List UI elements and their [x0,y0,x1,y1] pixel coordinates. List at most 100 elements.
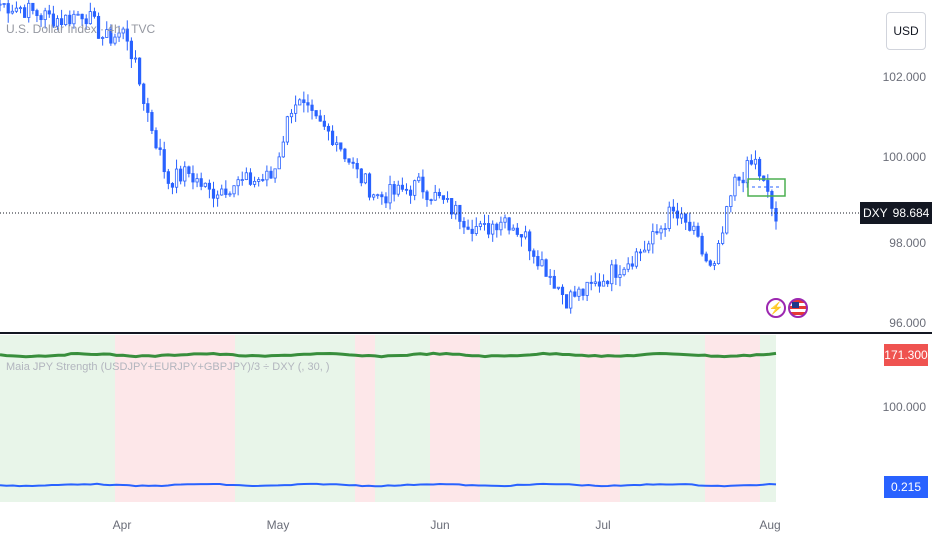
indicator-zone [580,335,620,502]
candle [166,168,170,190]
indicator-upper-badge: 171.300 [884,344,928,366]
candle [47,4,51,18]
candle [355,158,359,179]
candle [614,259,618,286]
candle [552,269,556,289]
candle [376,193,380,199]
candle [626,257,630,273]
candle [363,173,368,185]
candle [125,20,129,51]
candle [671,199,675,219]
candle [343,147,347,163]
price-tick: 96.000 [889,316,926,330]
candle [43,7,47,29]
candle [573,285,577,298]
candle [593,272,597,287]
candle [64,14,68,27]
indicator-label[interactable]: Maia JPY Strength (USDJPY+EURJPY+GBPJPY)… [6,361,330,373]
candle [68,10,72,27]
last-symbol-badge: DXY [860,202,891,224]
candle [634,248,639,269]
candle [606,279,610,287]
candle [741,171,745,193]
candle [400,177,404,192]
candle [712,260,717,271]
candle [39,13,43,27]
candle [257,177,261,187]
candle [339,142,343,152]
candle [183,161,187,187]
candle [651,223,655,254]
candle [236,176,240,196]
candle [655,224,659,235]
currency-button[interactable]: USD [886,12,926,50]
candle [429,198,433,205]
candle [737,176,741,187]
candle [544,258,548,277]
candle [240,171,244,186]
candle [133,50,138,63]
candle [109,24,113,46]
candle [450,198,454,219]
candle [392,180,396,202]
candle [359,168,363,187]
highlight-box [747,178,786,197]
indicator-zone [480,335,580,502]
candle [749,154,753,166]
indicator-zone [620,335,705,502]
candle [733,173,737,201]
candle [581,288,585,301]
candle [51,5,55,28]
candle [18,5,23,14]
candle [23,4,27,18]
candle [347,158,351,165]
candle [408,185,413,204]
candle [310,99,314,120]
time-tick: Jul [595,518,611,532]
lightning-icon[interactable]: ⚡ [766,298,786,318]
candle [396,180,400,197]
candle [577,286,581,301]
candle [277,152,281,170]
candle [486,214,491,239]
indicator-zones [0,335,776,502]
last-price-badge: 98.684 [890,202,932,224]
candle [675,202,680,226]
candle [684,213,688,230]
candle [14,1,19,13]
price-tick: 100.000 [882,150,926,164]
candle [302,91,306,113]
candle [367,172,372,201]
candle [228,191,232,197]
candle [700,232,704,257]
candle [113,33,117,46]
time-tick: Jun [430,518,450,532]
candle [597,273,602,293]
candle [622,267,626,277]
candle [248,168,253,186]
us-flag-icon[interactable] [788,298,808,318]
candle [191,165,195,190]
candle [503,214,507,229]
candle [589,275,593,291]
candle [433,184,437,201]
candle [162,141,166,179]
candle [679,207,684,224]
candle [445,191,450,203]
candle [129,37,133,68]
candle [195,173,199,188]
candle [351,157,355,169]
candle [137,57,142,87]
indicator-zone [235,335,355,502]
candle [708,259,712,267]
candle [569,289,573,314]
candle [150,109,154,135]
candle [207,179,211,199]
candle [454,200,458,220]
candle [380,191,384,205]
candle [322,114,326,130]
indicator-zone [760,335,776,502]
time-tick: Aug [759,518,781,532]
candle [495,222,499,238]
